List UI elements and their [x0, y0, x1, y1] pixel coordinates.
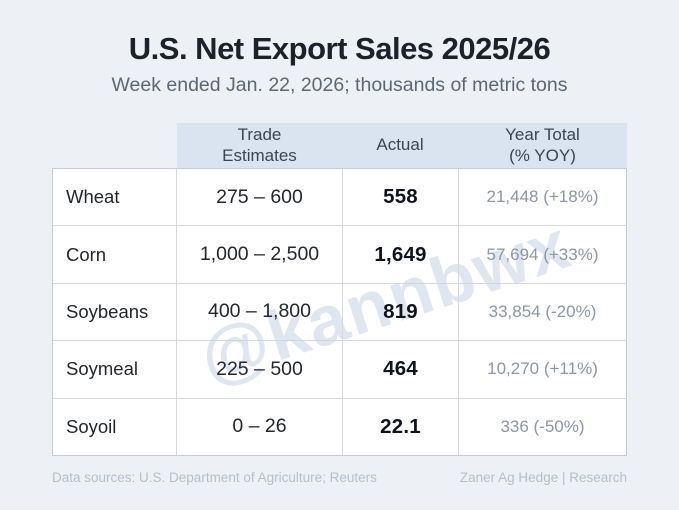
publisher-credit: Zaner Ag Hedge | Research — [459, 470, 627, 485]
actual-value: 22.1 — [343, 398, 459, 455]
commodity-label: Soyoil — [53, 398, 177, 455]
page-title: U.S. Net Export Sales 2025/26 — [128, 31, 551, 66]
header-trade-estimates-cell: Trade Estimates — [177, 123, 342, 168]
page-subtitle: Week ended Jan. 22, 2026; thousands of m… — [111, 74, 568, 96]
commodity-label: Soymeal — [53, 341, 177, 398]
trade-estimate-value: 400 – 1,800 — [177, 283, 343, 341]
table-body: @kannbwx Wheat 275 – 600 558 21,448 (+18… — [52, 168, 627, 456]
year-total-value: 336 (-50%) — [500, 416, 585, 436]
table-row-corn: Corn 1,000 – 2,500 1,649 57,694 (+33%) — [53, 226, 626, 284]
year-total-value: 21,448 (+18%) — [486, 187, 599, 207]
actual-value: 558 — [343, 169, 459, 226]
table-row-soybeans: Soybeans 400 – 1,800 819 33,854 (-20%) — [53, 283, 626, 342]
table-row-soymeal: Soymeal 225 – 500 464 10,270 (+11%) — [53, 341, 626, 399]
header-year-total-cell: Year Total (% YOY) — [458, 123, 627, 168]
year-total-value: 57,694 (+33%) — [486, 244, 599, 264]
actual-value: 464 — [343, 341, 459, 398]
header-actual-cell: Actual — [342, 123, 458, 168]
trade-estimate-value: 225 – 500 — [177, 341, 343, 398]
trade-estimate-value: 275 – 600 — [177, 169, 343, 226]
actual-value: 1,649 — [343, 226, 459, 283]
commodity-label: Soybeans — [53, 283, 177, 341]
trade-estimate-value: 0 – 26 — [177, 398, 343, 455]
year-total-value: 10,270 (+11%) — [487, 359, 598, 379]
header-commodity-cell — [52, 123, 177, 168]
table-row-soyoil: Soyoil 0 – 26 22.1 336 (-50%) — [53, 398, 626, 455]
table-row-wheat: Wheat 275 – 600 558 21,448 (+18%) — [53, 169, 626, 227]
actual-value: 819 — [343, 283, 459, 341]
commodity-label: Corn — [53, 226, 177, 283]
table-header-row: Trade Estimates Actual Year Total (% YOY… — [52, 123, 627, 168]
year-total-value: 33,854 (-20%) — [488, 301, 597, 321]
export-sales-table: Trade Estimates Actual Year Total (% YOY… — [52, 123, 627, 456]
trade-estimate-value: 1,000 – 2,500 — [177, 226, 343, 283]
data-sources-credit: Data sources: U.S. Department of Agricul… — [52, 470, 377, 485]
commodity-label: Wheat — [53, 169, 177, 226]
